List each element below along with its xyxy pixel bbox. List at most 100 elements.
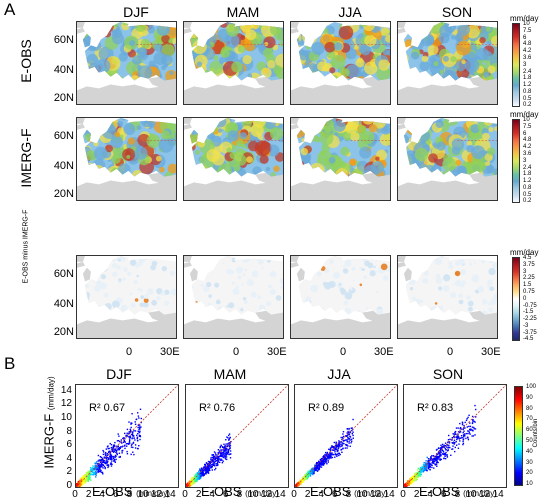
scatter-point (223, 443, 225, 445)
scatter-point (130, 446, 133, 448)
scatter-point (436, 448, 438, 451)
scatter-point (126, 434, 128, 436)
scatter-point (217, 455, 219, 458)
lat-tick-40n-imerg: 40N (53, 160, 74, 172)
scatter-point (220, 458, 222, 460)
scatter-point (436, 465, 438, 467)
scatter-point (214, 452, 217, 454)
scatter-point (408, 482, 410, 485)
scatter-point (313, 469, 316, 471)
scatter-point (92, 465, 94, 467)
diff-colorbar-tick: 4.5 (523, 255, 532, 261)
scatter-point (205, 473, 207, 475)
scatter-point (96, 463, 98, 465)
scatter-point (471, 426, 474, 428)
scatter-point (297, 484, 299, 486)
scatter-point (105, 451, 107, 454)
scatter-point (342, 442, 344, 445)
scatter-point (96, 465, 99, 468)
scatter-point (126, 453, 129, 455)
scatter-point (335, 454, 337, 456)
precip-colorbar-imerg-unit: mm/day (510, 110, 539, 119)
scatter-point (92, 469, 95, 471)
scatter-point (196, 472, 198, 474)
precip-colorbar-imerg-tick: 4.2 (523, 144, 532, 151)
scatter-point (414, 477, 416, 479)
scatter-point (340, 443, 342, 446)
scatter-xtick-mam: 8 (236, 489, 243, 500)
panel-a-label: A (4, 0, 16, 19)
scatter-point (213, 455, 215, 457)
scatter-xtick-son: 4 (427, 489, 433, 500)
scatter-point (196, 480, 198, 482)
scatter-point (441, 446, 443, 448)
scatter-point (217, 461, 219, 463)
scatter-point (113, 458, 115, 461)
scatter-point (317, 465, 319, 467)
diff-colorbar-tick: 0.75 (523, 288, 535, 295)
scatter-point (449, 438, 451, 440)
scatter-point (326, 463, 328, 465)
scatter-point (412, 478, 414, 481)
scatter-point (128, 421, 130, 423)
scatter-point (338, 440, 340, 442)
scatter-point (347, 445, 349, 447)
scatter-point (335, 448, 337, 450)
scatter-point (345, 443, 347, 446)
scatter-point (102, 473, 104, 475)
precip-colorbar-imerg-tick: 1.2 (523, 178, 532, 185)
scatter-point (213, 465, 216, 467)
r2-label-djf: R² 0.67 (89, 402, 126, 414)
scatter-ytick: 2 (66, 466, 72, 478)
scatter-point (118, 435, 120, 437)
scatter-ylabel: IMERG-F (mm/day) (42, 368, 57, 478)
scatter-point (447, 446, 450, 449)
season-title-mam: MAM (226, 4, 260, 20)
scatter-point (454, 446, 456, 449)
xlabel-text-mam: E-OBS (201, 484, 242, 499)
scatter-point (107, 461, 109, 463)
scatter-point (345, 444, 348, 447)
scatter-point (136, 437, 138, 439)
scatter-point (194, 481, 196, 483)
scatter-point (129, 442, 131, 444)
scatter-point (331, 453, 333, 456)
scatter-point (320, 466, 323, 468)
one-to-one-line-son (404, 385, 506, 487)
counts-colorbar-tick: 60 (526, 427, 533, 434)
lat-tick-60n-diff: 60N (53, 268, 74, 280)
scatter-point (94, 471, 97, 473)
counts-colorbar-tick: 70 (526, 416, 533, 423)
scatter-point (213, 462, 215, 464)
scatter-point (99, 470, 101, 472)
map-imerg-jja (290, 117, 391, 201)
scatter-points-son (404, 404, 477, 487)
scatter-point (327, 461, 329, 463)
scatter-point (109, 451, 112, 454)
scatter-point (188, 485, 191, 487)
scatter-point (307, 470, 310, 472)
scatter-point (115, 458, 117, 461)
scatter-point (131, 443, 133, 445)
scatter-point (439, 458, 441, 460)
scatter-point (342, 431, 345, 433)
scatter-xtick-djf: 14 (164, 489, 176, 500)
scatter-point (137, 433, 139, 435)
scatter-point (311, 468, 313, 470)
scatter-point (306, 477, 308, 480)
scatter-point (415, 478, 417, 480)
scatter-title-son: SON (432, 366, 464, 382)
scatter-xtick-jja: 8 (345, 489, 352, 500)
scatter-point (87, 476, 89, 479)
scatter-point (82, 475, 85, 477)
scatter-point (115, 455, 117, 458)
scatter-point (316, 461, 318, 464)
scatter-point (207, 463, 209, 466)
scatter-point (87, 473, 89, 475)
scatter-point (316, 467, 319, 469)
scatter-point (84, 480, 86, 482)
scatter-xtick-djf: 0 (72, 489, 78, 500)
scatter-point (349, 445, 351, 447)
scatter-point (139, 424, 141, 426)
scatter-point (114, 448, 116, 450)
